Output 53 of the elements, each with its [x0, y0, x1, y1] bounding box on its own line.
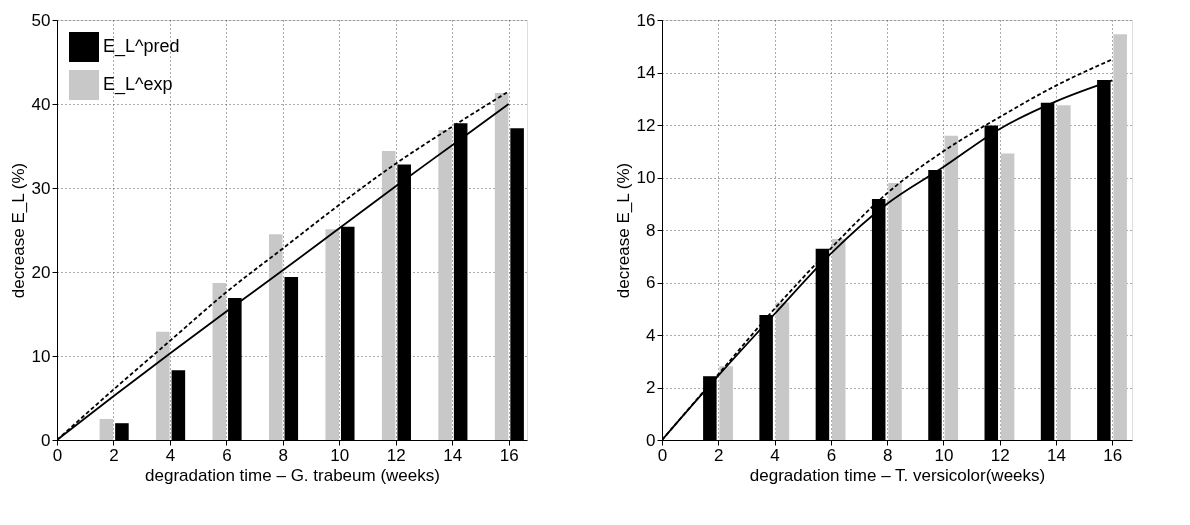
x-tick-label: 10 [934, 445, 954, 465]
x-tick-label: 4 [165, 445, 176, 465]
bar [494, 93, 509, 440]
bar [99, 419, 114, 440]
x-tick-label: 14 [1047, 445, 1066, 465]
x-axis-title: degradation time – T. versicolor(weeks) [749, 465, 1046, 485]
x-tick-label: 16 [499, 445, 519, 465]
x-tick-label: 10 [330, 445, 350, 465]
bar [944, 135, 959, 440]
x-tick-label: 6 [222, 445, 232, 465]
bar [1057, 105, 1071, 440]
y-tick-label: 10 [636, 168, 656, 187]
x-tick-label: 12 [990, 445, 1010, 465]
bar [831, 238, 846, 440]
bar [719, 366, 733, 440]
x-tick-label: 2 [109, 445, 119, 465]
bar [325, 229, 339, 440]
bar [1000, 153, 1015, 440]
bar [775, 302, 790, 440]
y-tick-label: 0 [646, 430, 656, 450]
bar [156, 331, 170, 440]
x-tick-label: 6 [826, 445, 837, 465]
y-tick-label: 40 [31, 94, 51, 114]
x-tick-label: 8 [882, 445, 893, 465]
y-axis-title: decrease E_L (%) [8, 162, 28, 299]
y-tick-label: 16 [636, 10, 656, 30]
x-tick-label: 12 [386, 445, 406, 465]
x-tick-label: 16 [1103, 445, 1123, 465]
y-tick-label: 2 [646, 378, 656, 397]
bar [888, 183, 902, 440]
x-tick-label: 14 [443, 445, 463, 465]
bar [212, 282, 227, 440]
y-axis-title: decrease E_L (%) [613, 162, 633, 299]
y-tick-label: 0 [41, 430, 51, 450]
x-axis-title: degradation time – G. trabeum (weeks) [145, 465, 440, 485]
y-tick-label: 20 [31, 262, 51, 282]
y-tick-label: 6 [646, 273, 656, 292]
y-tick-label: 50 [31, 10, 51, 30]
bar [1113, 34, 1127, 440]
y-tick-label: 8 [646, 220, 656, 240]
y-tick-label: 14 [636, 63, 656, 82]
bar [268, 234, 283, 440]
bar [381, 151, 396, 440]
legend-label: E_L^pred [103, 36, 180, 57]
x-tick-label: 8 [278, 445, 289, 465]
legend-label: E_L^exp [103, 74, 173, 95]
y-tick-label: 10 [31, 346, 51, 366]
y-tick-label: 4 [646, 325, 656, 345]
y-tick-label: 30 [31, 178, 51, 198]
y-tick-label: 12 [636, 115, 656, 135]
x-tick-label: 4 [770, 445, 780, 465]
x-tick-label: 2 [714, 445, 724, 465]
bar [438, 130, 452, 440]
